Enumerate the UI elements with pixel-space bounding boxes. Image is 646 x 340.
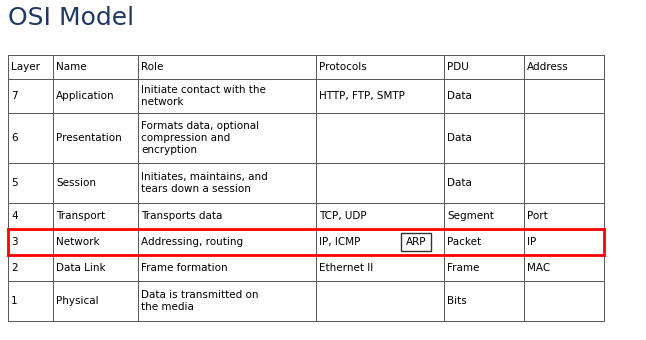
- Text: 4: 4: [11, 211, 17, 221]
- Text: IP: IP: [527, 237, 536, 247]
- Text: Ethernet II: Ethernet II: [319, 263, 373, 273]
- Text: Name: Name: [56, 62, 87, 72]
- Text: 1: 1: [11, 296, 17, 306]
- Text: Port: Port: [527, 211, 548, 221]
- Text: Data: Data: [447, 178, 472, 188]
- Text: HTTP, FTP, SMTP: HTTP, FTP, SMTP: [319, 91, 405, 101]
- Text: Physical: Physical: [56, 296, 99, 306]
- Text: 7: 7: [11, 91, 17, 101]
- Text: Packet: Packet: [447, 237, 481, 247]
- Text: Data Link: Data Link: [56, 263, 106, 273]
- Text: Formats data, optional
compression and
encryption: Formats data, optional compression and e…: [141, 121, 259, 155]
- Text: Layer: Layer: [11, 62, 40, 72]
- Text: Application: Application: [56, 91, 114, 101]
- Text: ARP: ARP: [406, 237, 426, 247]
- Text: Data: Data: [447, 133, 472, 143]
- Text: Network: Network: [56, 237, 99, 247]
- Text: 3: 3: [11, 237, 17, 247]
- Text: Segment: Segment: [447, 211, 494, 221]
- Text: Bits: Bits: [447, 296, 467, 306]
- Text: Initiate contact with the
network: Initiate contact with the network: [141, 85, 266, 107]
- Text: OSI Model: OSI Model: [8, 6, 134, 30]
- Text: Initiates, maintains, and
tears down a session: Initiates, maintains, and tears down a s…: [141, 172, 267, 194]
- FancyBboxPatch shape: [401, 233, 431, 251]
- Text: PDU: PDU: [447, 62, 469, 72]
- Text: Presentation: Presentation: [56, 133, 121, 143]
- Text: Frame formation: Frame formation: [141, 263, 227, 273]
- Text: Data: Data: [447, 91, 472, 101]
- Text: Role: Role: [141, 62, 163, 72]
- Text: Session: Session: [56, 178, 96, 188]
- Text: IP, ICMP: IP, ICMP: [319, 237, 360, 247]
- Text: MAC: MAC: [527, 263, 550, 273]
- Text: Address: Address: [527, 62, 568, 72]
- Text: Frame: Frame: [447, 263, 479, 273]
- Text: Protocols: Protocols: [319, 62, 367, 72]
- Text: TCP, UDP: TCP, UDP: [319, 211, 367, 221]
- Text: 2: 2: [11, 263, 17, 273]
- Text: Data is transmitted on
the media: Data is transmitted on the media: [141, 290, 258, 312]
- Text: Transports data: Transports data: [141, 211, 222, 221]
- Text: 6: 6: [11, 133, 17, 143]
- Text: 5: 5: [11, 178, 17, 188]
- Text: Transport: Transport: [56, 211, 105, 221]
- Text: Addressing, routing: Addressing, routing: [141, 237, 243, 247]
